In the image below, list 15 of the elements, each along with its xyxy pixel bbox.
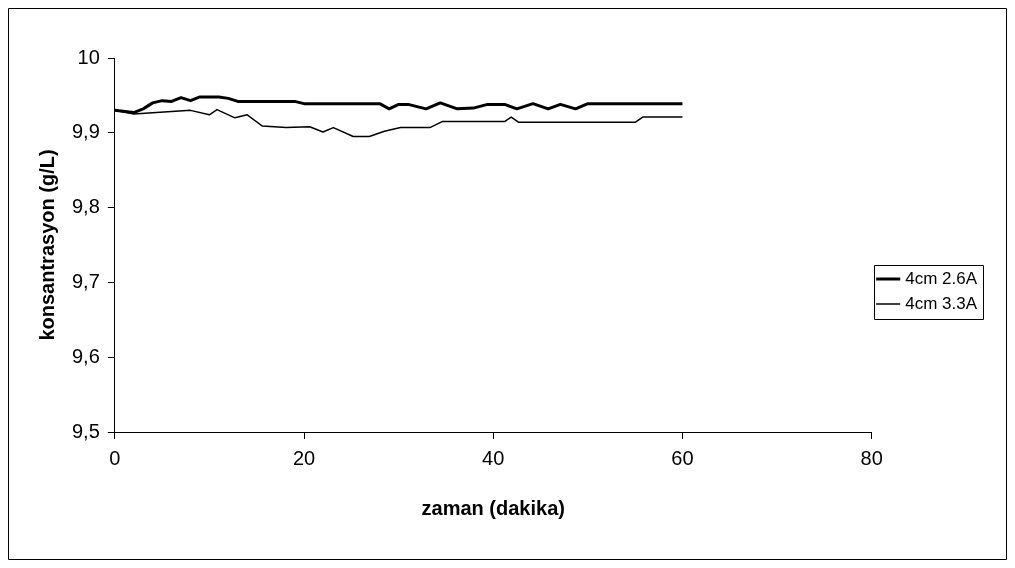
x-tick-label: 20 bbox=[292, 446, 316, 469]
y-axis-title: konsantrasyon (g/L) bbox=[35, 149, 58, 341]
x-tick-label: 60 bbox=[671, 446, 694, 469]
y-tick-label: 9,9 bbox=[71, 120, 100, 143]
y-tick-label: 9,8 bbox=[71, 195, 100, 218]
x-tick-label: 0 bbox=[109, 446, 121, 469]
legend-label: 4cm 2.6A bbox=[905, 268, 978, 288]
x-axis-title: zaman (dakika) bbox=[421, 496, 565, 519]
y-tick-label: 10 bbox=[77, 45, 100, 68]
y-tick-label: 9,7 bbox=[71, 269, 100, 292]
legend-label: 4cm 3.3A bbox=[905, 293, 978, 313]
x-tick-label: 80 bbox=[860, 446, 883, 469]
y-tick-label: 9,5 bbox=[71, 419, 100, 442]
y-tick-label: 9,6 bbox=[71, 344, 100, 367]
x-tick-label: 40 bbox=[482, 446, 505, 469]
